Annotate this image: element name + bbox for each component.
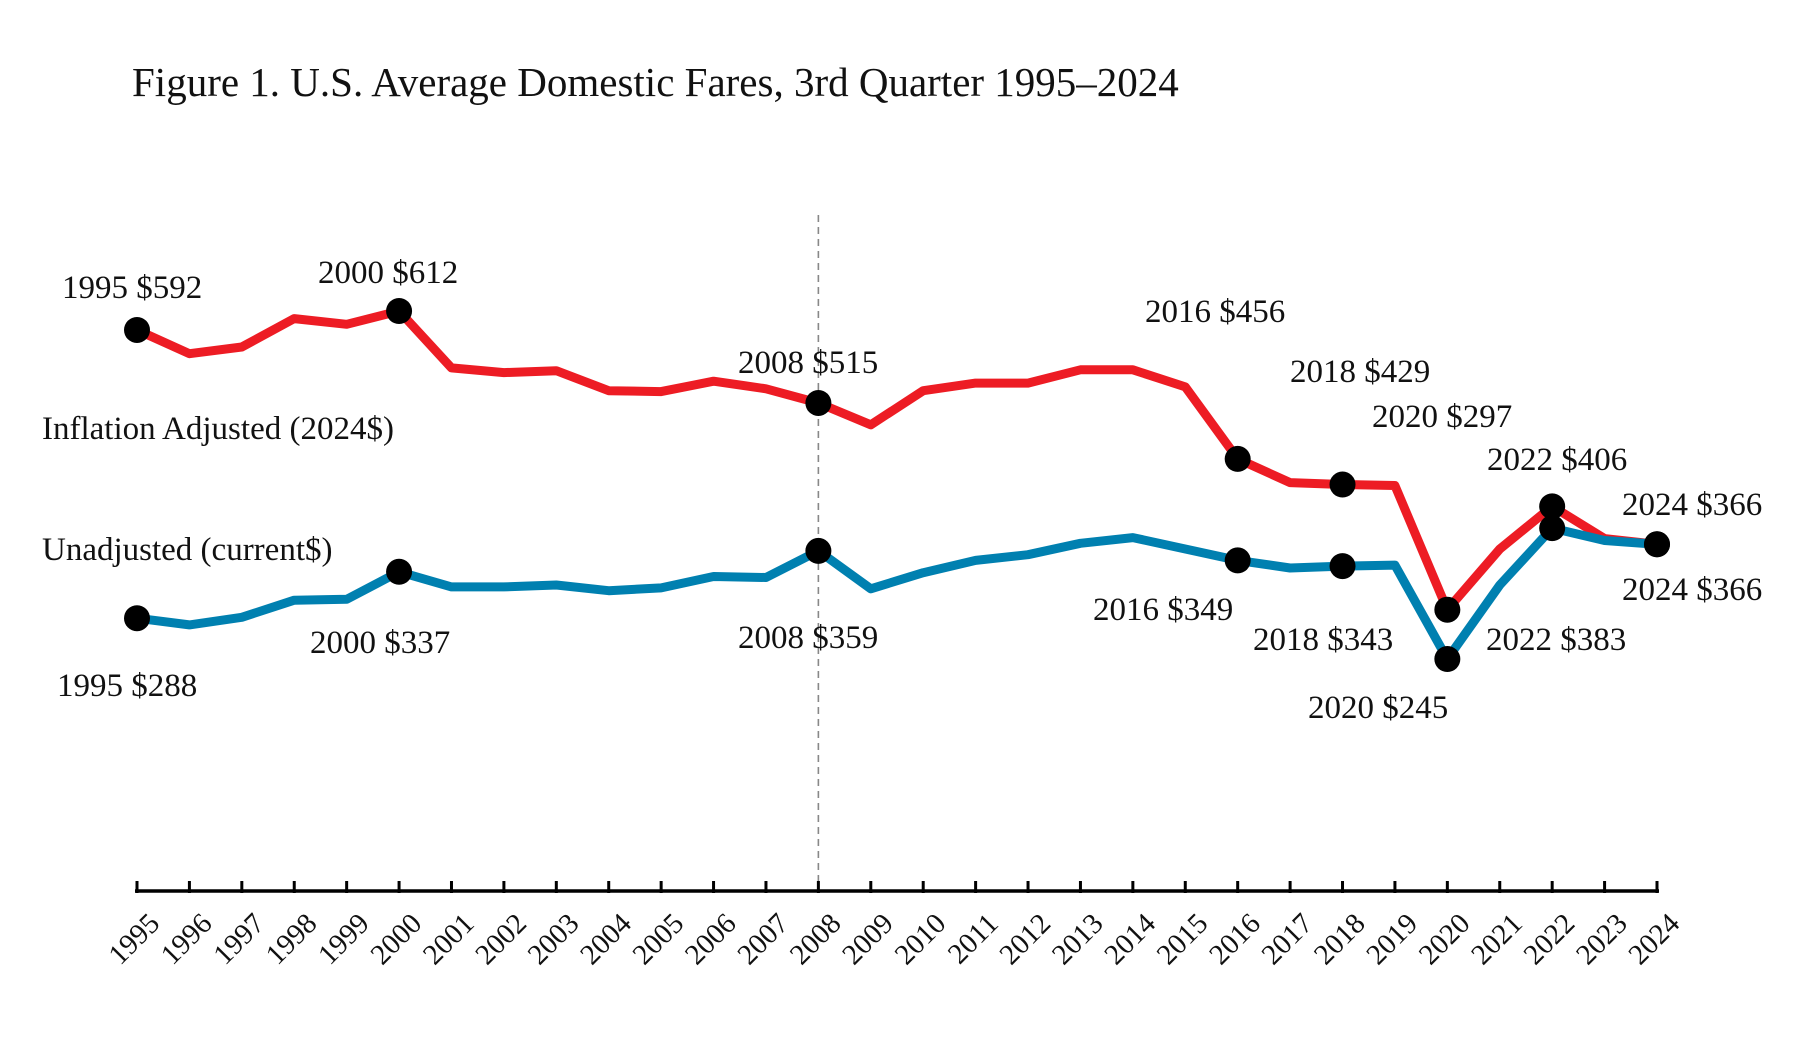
marker-unadjusted-2000 [386,558,413,585]
marker-inflation-2008 [805,389,832,416]
annotation-unadjusted-2024: 2024 $366 [1622,572,1762,608]
x-tick-label-2022: 2022 [1518,907,1582,971]
marker-unadjusted-2008 [805,537,832,564]
annotation-inflation-2008: 2008 $515 [738,345,878,381]
x-tick-label-2011: 2011 [942,907,1005,970]
x-tick-label-2017: 2017 [1256,907,1320,971]
annotation-unadjusted-2016: 2016 $349 [1093,592,1233,628]
x-tick-label-2002: 2002 [469,907,533,971]
annotation-unadjusted-2022: 2022 $383 [1486,622,1626,658]
annotation-unadjusted-2000: 2000 $337 [310,625,450,661]
x-tick-label-2004: 2004 [574,907,638,971]
annotation-inflation-1995: 1995 $592 [62,270,202,306]
x-tick-label-2019: 2019 [1360,907,1424,971]
x-tick-label-2005: 2005 [627,907,691,971]
x-tick-label-2008: 2008 [784,907,848,971]
marker-inflation-2020 [1434,596,1461,623]
x-tick-label-2000: 2000 [365,907,429,971]
x-tick-label-2021: 2021 [1465,907,1529,971]
x-tick-label-2016: 2016 [1203,907,1267,971]
marker-inflation-2016 [1224,445,1251,472]
marker-inflation-2018 [1329,471,1356,498]
marker-unadjusted-2020 [1434,646,1461,672]
marker-unadjusted-2024 [1644,531,1670,558]
annotation-unadjusted-1995: 1995 $288 [57,668,197,704]
annotation-inflation-2016: 2016 $456 [1145,294,1285,330]
series-label-inflation: Inflation Adjusted (2024$) [42,411,394,447]
x-tick-label-2014: 2014 [1098,907,1162,971]
marker-unadjusted-2018 [1329,553,1356,580]
marker-inflation-2000 [386,298,413,324]
x-tick-label-2012: 2012 [993,907,1057,971]
annotation-inflation-2022: 2022 $406 [1487,442,1627,478]
marker-unadjusted-1995 [124,605,150,632]
x-tick-label-2020: 2020 [1413,907,1477,971]
x-tick-label-2010: 2010 [889,907,953,971]
marker-inflation-1995 [124,316,150,343]
annotation-unadjusted-2018: 2018 $343 [1253,622,1393,658]
annotation-unadjusted-2020: 2020 $245 [1308,690,1448,726]
chart-title: Figure 1. U.S. Average Domestic Fares, 3… [132,59,1179,105]
x-tick-label-2023: 2023 [1570,907,1634,971]
x-tick-label-1996: 1996 [155,907,219,971]
annotation-unadjusted-2008: 2008 $359 [738,620,878,656]
x-tick-label-2013: 2013 [1046,907,1110,971]
marker-unadjusted-2022 [1539,515,1566,542]
annotation-inflation-2000: 2000 $612 [318,255,458,291]
x-tick-label-2007: 2007 [731,907,795,971]
series-markers [124,298,1670,672]
x-axis: 1995199619971998199920002001200220032004… [102,881,1686,971]
x-tick-label-2015: 2015 [1151,907,1215,971]
x-tick-label-1995: 1995 [102,907,166,971]
x-tick-label-1998: 1998 [260,907,324,971]
annotation-inflation-2024: 2024 $366 [1622,487,1762,523]
x-tick-label-2009: 2009 [836,907,900,971]
x-tick-label-1999: 1999 [312,907,376,971]
x-tick-label-2001: 2001 [417,907,481,971]
x-tick-label-2024: 2024 [1622,907,1686,971]
x-tick-label-2003: 2003 [522,907,586,971]
x-tick-label-1997: 1997 [207,907,271,971]
marker-inflation-2022 [1539,493,1566,520]
series-label-unadjusted: Unadjusted (current$) [42,532,332,568]
annotation-inflation-2018: 2018 $429 [1290,354,1430,390]
annotation-inflation-2020: 2020 $297 [1372,399,1512,435]
x-tick-label-2018: 2018 [1308,907,1372,971]
x-tick-label-2006: 2006 [679,907,743,971]
marker-unadjusted-2016 [1224,547,1251,574]
